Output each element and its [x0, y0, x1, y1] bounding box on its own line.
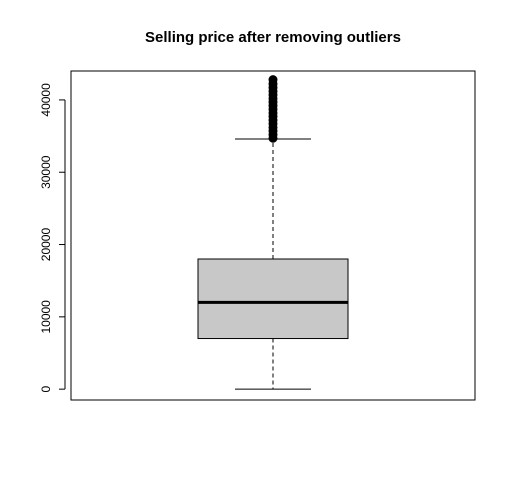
box-group: [197, 138, 349, 390]
y-tick-label: 10000: [39, 300, 53, 334]
chart-title: Selling price after removing outliers: [145, 29, 401, 46]
y-tick-label: 0: [39, 385, 53, 392]
y-tick-label: 30000: [39, 155, 53, 189]
outlier-group: [268, 75, 278, 143]
outlier-point: [268, 75, 278, 85]
y-tick-label: 20000: [39, 228, 53, 262]
y-axis: 0 10000 20000 30000 40000: [39, 83, 66, 392]
y-tick-label: 40000: [39, 83, 53, 117]
plot-frame: [70, 70, 476, 401]
interquartile-box: [197, 258, 349, 340]
